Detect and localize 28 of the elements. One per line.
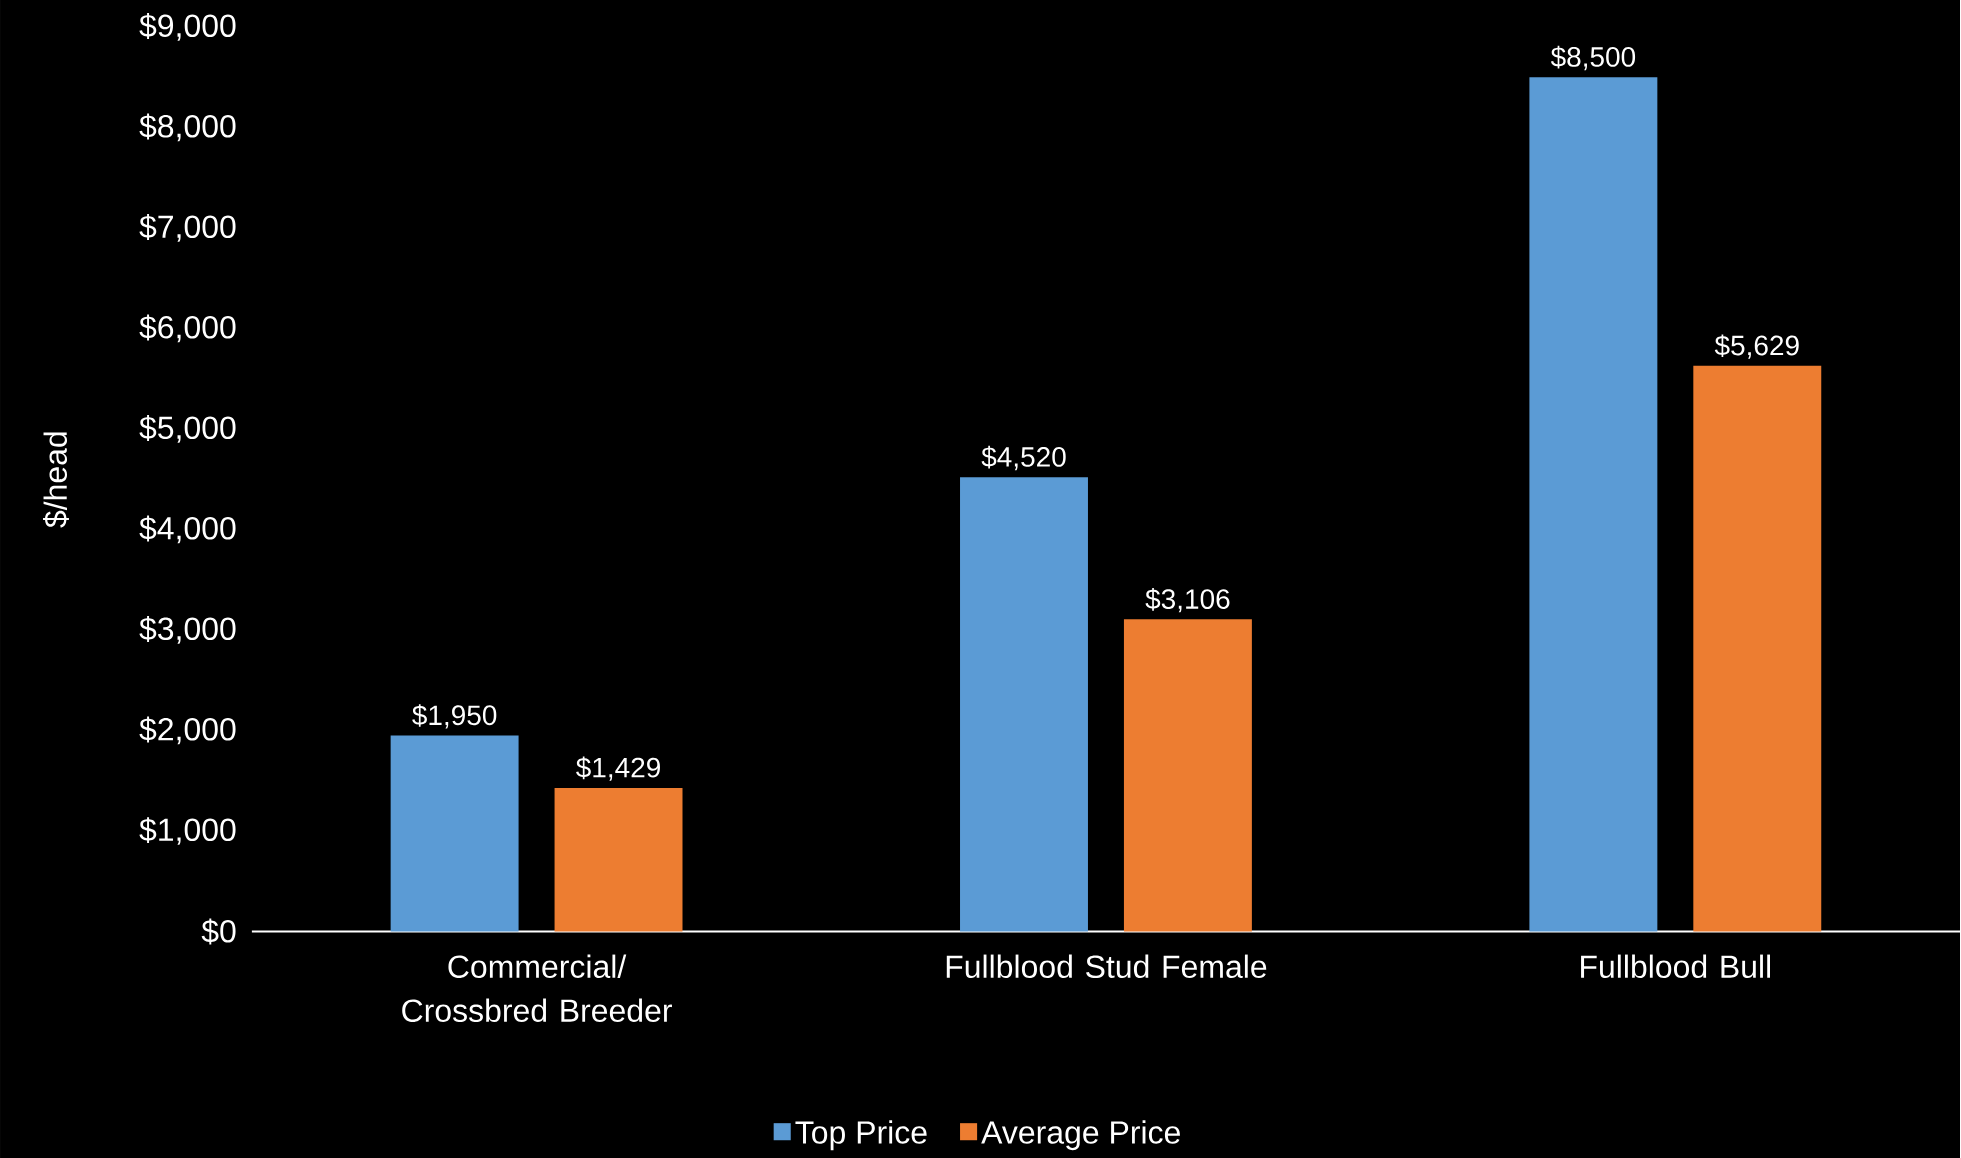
y-tick-label: $1,000 bbox=[139, 816, 236, 845]
y-tick-label: $4,000 bbox=[139, 515, 236, 544]
y-tick-label: $2,000 bbox=[139, 716, 236, 745]
bar bbox=[1529, 77, 1658, 932]
x-tick-label: Commercial/ Crossbred Breeder bbox=[402, 954, 672, 1022]
x-tick-label: Fullblood Bull bbox=[1581, 954, 1771, 978]
y-tick-label: $3,000 bbox=[139, 615, 236, 644]
bar bbox=[1693, 365, 1822, 932]
x-tick-label: Fullblood Stud Female bbox=[946, 954, 1267, 978]
bar bbox=[554, 787, 683, 932]
bar bbox=[390, 735, 519, 932]
data-label: $8,500 bbox=[1550, 45, 1636, 70]
bar bbox=[960, 477, 1088, 932]
y-tick-label: $0 bbox=[201, 918, 236, 945]
bar bbox=[1123, 619, 1252, 932]
data-label: $5,629 bbox=[1714, 334, 1799, 359]
legend-label: Average Price bbox=[981, 1120, 1180, 1150]
y-tick-label: $5,000 bbox=[139, 414, 236, 443]
y-tick-label: $8,000 bbox=[139, 113, 236, 142]
data-label: $1,950 bbox=[412, 703, 497, 729]
y-axis-title: $/head bbox=[43, 432, 69, 528]
y-tick-label: $7,000 bbox=[139, 213, 236, 242]
y-tick-label: $6,000 bbox=[139, 314, 236, 343]
data-label: $3,106 bbox=[1145, 587, 1230, 613]
legend-label: Top Price bbox=[795, 1120, 927, 1150]
y-tick-label: $9,000 bbox=[139, 12, 236, 41]
data-label: $1,429 bbox=[576, 756, 660, 781]
data-label: $4,520 bbox=[981, 445, 1066, 470]
